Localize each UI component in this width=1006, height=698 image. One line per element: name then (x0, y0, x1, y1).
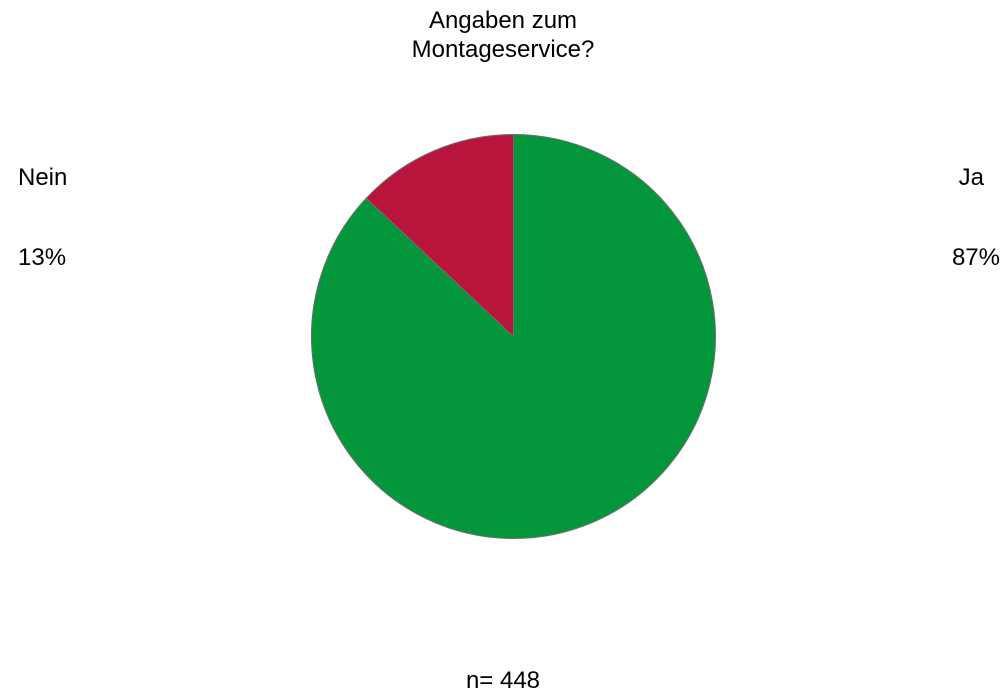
chart-title-line-1: Angaben zum (428, 7, 578, 34)
chart-title: Angaben zum Montageservice? (0, 6, 1006, 64)
slice-label-nein: Nein (18, 164, 68, 191)
pie-slice-nein (365, 133, 514, 338)
chart-title-line-2: Montageservice? (411, 36, 595, 63)
sample-size-note: n= 448 (465, 667, 541, 694)
slice-value-nein: 13% (18, 244, 67, 271)
slice-value-ja: 87% (951, 244, 1000, 271)
slice-label-ja: Ja (958, 164, 984, 191)
